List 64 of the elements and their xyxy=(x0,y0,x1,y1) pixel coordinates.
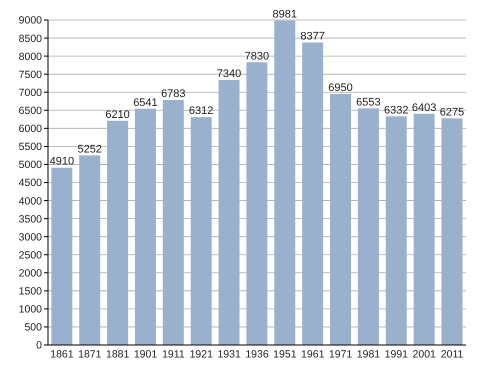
data-label: 5252 xyxy=(77,143,102,156)
data-label: 7340 xyxy=(216,68,242,80)
x-tick-label: 1901 xyxy=(134,348,158,360)
bar xyxy=(218,80,240,345)
y-tick-label: 6000 xyxy=(18,123,42,136)
bar xyxy=(302,42,324,345)
x-tick-label: 2001 xyxy=(412,348,436,360)
bar xyxy=(246,62,268,345)
data-label: 6210 xyxy=(105,108,130,121)
x-tick-label: 1991 xyxy=(384,348,408,360)
y-tick-label: 8500 xyxy=(18,32,42,45)
data-label: 6275 xyxy=(440,106,464,118)
y-tick-label: 3000 xyxy=(18,231,42,244)
y-tick-label: 1000 xyxy=(18,304,42,316)
bar xyxy=(134,108,156,345)
bar xyxy=(51,168,72,345)
x-tick-label: 1981 xyxy=(356,348,380,360)
data-label: 6783 xyxy=(161,88,186,100)
x-tick-label: 1971 xyxy=(328,348,352,360)
x-tick-label: 1861 xyxy=(50,348,74,360)
x-tick-label: 1951 xyxy=(273,348,297,360)
y-tick-label: 5000 xyxy=(18,159,42,172)
bar xyxy=(441,118,462,345)
data-label: 6403 xyxy=(412,102,436,114)
x-tick-label: 1936 xyxy=(245,348,269,360)
y-tick-label: 7000 xyxy=(18,86,42,99)
bar xyxy=(274,20,296,345)
data-label: 6553 xyxy=(356,96,381,108)
y-tick-label: 9000 xyxy=(18,14,42,27)
y-tick-label: 500 xyxy=(24,322,42,334)
bar xyxy=(107,120,128,345)
data-label: 6541 xyxy=(133,96,158,109)
x-tick-label: 2011 xyxy=(440,348,464,360)
data-label: 8377 xyxy=(300,30,325,42)
bar xyxy=(386,116,407,345)
bar xyxy=(330,94,352,345)
y-tick-label: 4500 xyxy=(18,177,42,190)
x-tick-label: 1931 xyxy=(217,348,241,360)
bar xyxy=(162,100,184,345)
y-tick-label: 5500 xyxy=(18,141,42,154)
y-tick-label: 8000 xyxy=(18,50,42,63)
data-label: 6332 xyxy=(384,104,408,116)
data-label: 7830 xyxy=(244,50,270,62)
y-tick-label: 1500 xyxy=(18,286,42,298)
bar xyxy=(190,117,212,345)
data-label: 6950 xyxy=(328,82,353,94)
bar xyxy=(358,108,379,345)
y-tick-label: 0 xyxy=(36,340,42,352)
x-tick-label: 1871 xyxy=(78,348,102,360)
bar xyxy=(414,114,435,345)
y-tick-label: 2500 xyxy=(18,249,42,262)
y-tick-label: 6500 xyxy=(18,105,42,118)
bar xyxy=(79,155,100,345)
data-label: 8981 xyxy=(272,8,298,21)
x-tick-label: 1921 xyxy=(190,348,214,360)
x-tick-label: 1911 xyxy=(162,348,185,360)
y-tick-label: 2000 xyxy=(18,268,42,280)
data-label: 6312 xyxy=(188,105,214,118)
x-tick-label: 1961 xyxy=(301,348,325,360)
x-tick-label: 1881 xyxy=(106,348,130,360)
y-tick-label: 7500 xyxy=(18,68,42,81)
y-tick-label: 3500 xyxy=(18,213,42,226)
data-label: 4910 xyxy=(50,156,74,168)
y-tick-label: 4000 xyxy=(18,195,42,208)
